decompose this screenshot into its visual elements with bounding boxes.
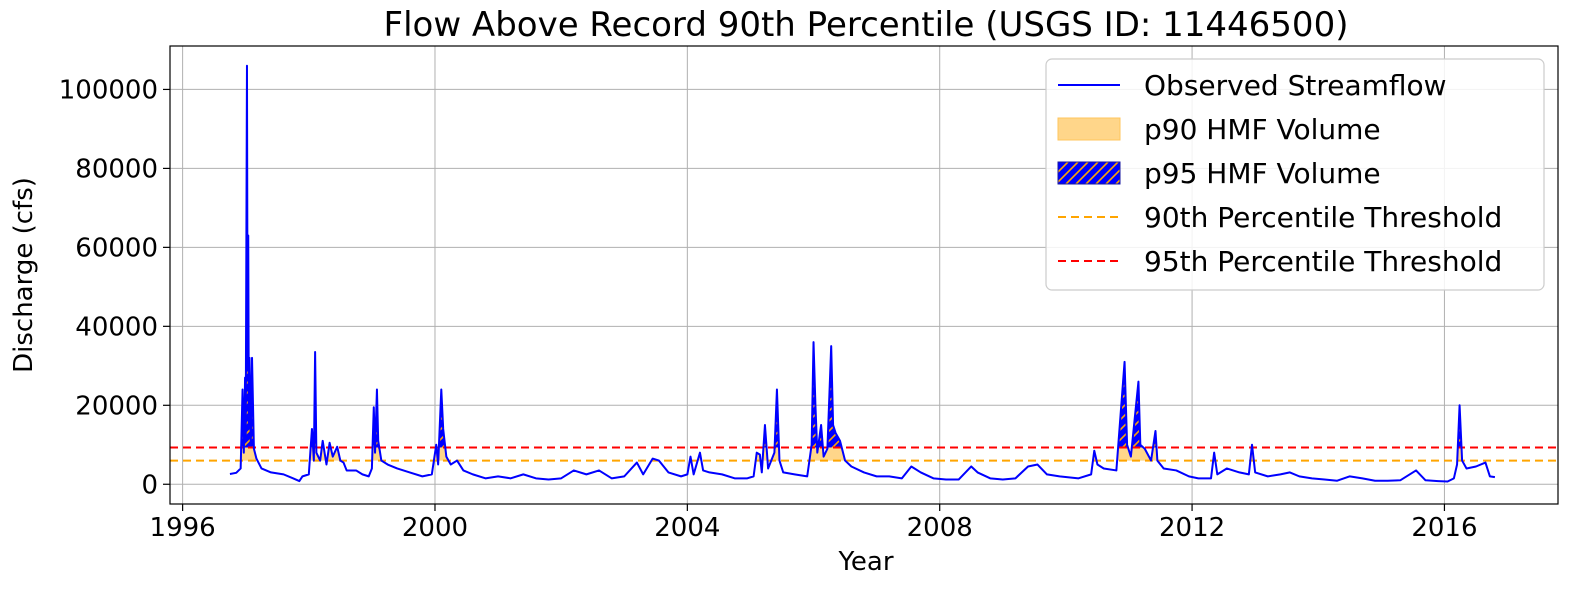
x-tick-label: 2012 [1159,513,1225,543]
observed-streamflow-line [229,64,1496,483]
y-tick-label: 0 [141,470,158,500]
legend-swatch-hatch [1057,161,1121,185]
series-layer [229,64,1496,483]
legend-label: p90 HMF Volume [1144,113,1381,146]
x-tick-label: 2016 [1411,513,1477,543]
legend-item: 90th Percentile Threshold [1058,201,1502,234]
y-axis-ticks: 0 20000 40000 60000 80000 100000 [59,75,170,500]
y-tick-label: 20000 [75,391,158,421]
legend-item: p95 HMF Volume [1057,157,1381,190]
legend-box [1045,58,1545,291]
plot-frame [169,45,1559,505]
legend-label: Observed Streamflow [1144,69,1447,102]
legend-label: 95th Percentile Threshold [1144,245,1502,278]
threshold-lines [170,446,1558,462]
legend: Observed Streamflow p90 HMF Volume p95 HMF… [1045,58,1545,291]
legend-item: Observed Streamflow [1058,69,1447,102]
y-axis-title: Discharge (cfs) [9,177,39,373]
x-axis-title: Year [837,547,893,577]
legend-label: 90th Percentile Threshold [1144,201,1502,234]
y-tick-label: 60000 [75,233,158,263]
y-tick-label: 100000 [59,75,158,105]
p95-hmf-volume-area [1131,381,1144,448]
legend-label: p95 HMF Volume [1144,157,1381,190]
legend-swatch-fill [1057,117,1121,141]
x-axis-ticks: 1996 2000 2004 2008 2012 2016 [150,504,1478,543]
x-tick-label: 2004 [654,513,720,543]
x-tick-label: 1996 [150,513,216,543]
y-tick-label: 40000 [75,312,158,342]
legend-item: 95th Percentile Threshold [1058,245,1502,278]
chart-title: Flow Above Record 90th Percentile (USGS … [384,5,1349,45]
y-tick-label: 80000 [75,154,158,184]
legend-item: p90 HMF Volume [1057,113,1381,146]
x-tick-label: 2008 [907,513,973,543]
x-tick-label: 2000 [402,513,468,543]
